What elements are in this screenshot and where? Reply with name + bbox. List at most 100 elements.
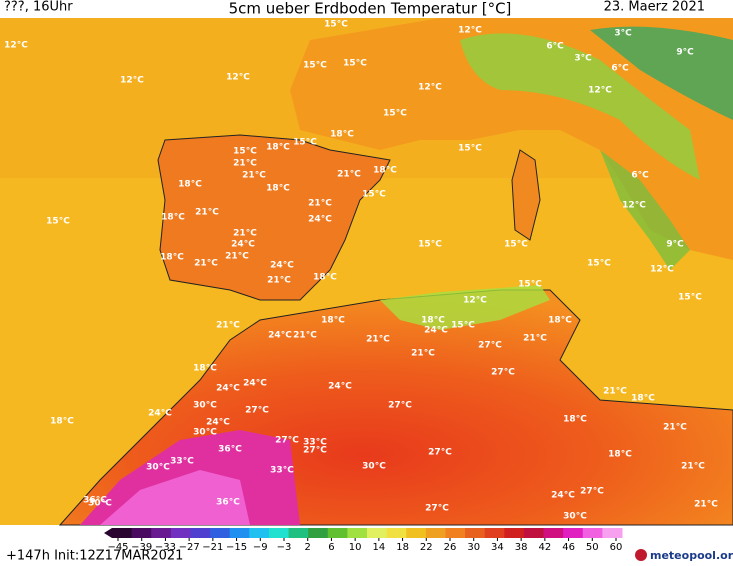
temp-label: 21°C (694, 500, 718, 510)
temp-label: 21°C (337, 170, 361, 180)
temp-label: 15°C (233, 147, 257, 157)
temp-label: 27°C (275, 436, 299, 446)
temp-label: 27°C (245, 406, 269, 416)
temp-label: 18°C (266, 143, 290, 153)
colorbar-segment (484, 528, 505, 538)
colorbar-segment (563, 528, 584, 538)
colorbar-segment (425, 528, 446, 538)
temp-label: 33°C (170, 457, 194, 467)
temp-label: 21°C (293, 331, 317, 341)
colorbar-segment (308, 528, 329, 538)
temp-label: 21°C (603, 387, 627, 397)
colorbar-tick-label: 26 (444, 542, 457, 553)
temp-label: 6°C (611, 64, 629, 74)
temp-label: 15°C (458, 144, 482, 154)
temp-label: 12°C (463, 296, 487, 306)
temp-label: 18°C (313, 273, 337, 283)
temp-label: 21°C (366, 335, 390, 345)
temp-label: 21°C (233, 229, 257, 239)
footer-brand[interactable]: meteopool.org (650, 549, 733, 562)
header-date: 23. Maerz 2021 (604, 0, 705, 15)
colorbar-segment (131, 528, 152, 538)
temp-label: 18°C (548, 316, 572, 326)
colorbar-segment (151, 528, 172, 538)
temp-label: 15°C (383, 109, 407, 119)
colorbar-tick-label: −3 (277, 542, 292, 553)
colorbar-segment (210, 528, 231, 538)
temp-label: 12°C (418, 83, 442, 93)
colorbar-tick-label: 50 (586, 542, 599, 553)
temp-label: 21°C (663, 423, 687, 433)
temp-label: 18°C (421, 316, 445, 326)
temp-label: 27°C (303, 446, 327, 456)
temp-label: 30°C (88, 499, 112, 509)
colorbar-segment (170, 528, 191, 538)
temp-label: 21°C (308, 199, 332, 209)
temp-label: 21°C (242, 171, 266, 181)
footer-run: +147h Init:12Z17MAR2021 (6, 549, 183, 564)
hot-zone2 (100, 470, 250, 525)
temp-label: 3°C (614, 29, 632, 39)
temp-label: 18°C (608, 450, 632, 460)
temp-label: 24°C (231, 240, 255, 250)
colorbar-tick-label: −15 (226, 542, 247, 553)
colorbar-tick-label: 46 (562, 542, 575, 553)
temp-label: 18°C (266, 184, 290, 194)
colorbar-segment (504, 528, 525, 538)
corsica-sardinia (511, 149, 541, 241)
temp-label: 12°C (458, 26, 482, 36)
colorbar-segment (190, 528, 211, 538)
colorbar-tick-label: 38 (515, 542, 528, 553)
colorbar-segment (347, 528, 368, 538)
temp-label: 21°C (194, 259, 218, 269)
colorbar-segment (445, 528, 466, 538)
colorbar-arrow (104, 528, 112, 538)
colorbar-tick-label: 18 (396, 542, 409, 553)
colorbar-tick-label: 2 (305, 542, 311, 553)
temp-label: 24°C (424, 326, 448, 336)
temp-label: 9°C (666, 240, 684, 250)
temp-label: 21°C (233, 159, 257, 169)
colorbar-tick-label: −33 (155, 542, 176, 553)
colorbar-tick-label: −27 (179, 542, 200, 553)
temp-label: 24°C (148, 409, 172, 419)
temp-label: 15°C (293, 138, 317, 148)
italy (600, 150, 690, 270)
colorbar-segment (268, 528, 290, 538)
temp-label: 27°C (478, 341, 502, 351)
temp-label: 36°C (216, 498, 240, 508)
atlas-cool (380, 285, 550, 330)
colorbar-segment (367, 528, 388, 538)
temp-label: 24°C (328, 382, 352, 392)
temp-label: 30°C (193, 428, 217, 438)
temp-label: 24°C (270, 261, 294, 271)
temp-label: 15°C (504, 240, 528, 250)
temp-label: 21°C (195, 208, 219, 218)
brand-logo (635, 549, 647, 561)
temp-label: 36°C (218, 445, 242, 455)
colorbar-segment (386, 528, 407, 538)
colorbar-tick-label: 60 (610, 542, 623, 553)
temp-label: 24°C (308, 215, 332, 225)
temp-label: 12°C (4, 41, 28, 51)
temp-label: 18°C (160, 253, 184, 263)
temp-label: 21°C (681, 462, 705, 472)
temp-label: 18°C (178, 180, 202, 190)
temp-label: 30°C (193, 401, 217, 411)
temp-label: 27°C (388, 401, 412, 411)
colorbar-segment (543, 528, 564, 538)
colorbar-segment (229, 528, 250, 538)
colorbar-segment (406, 528, 427, 538)
temp-label: 12°C (622, 201, 646, 211)
temp-label: 33°C (270, 466, 294, 476)
temp-label: 27°C (491, 368, 515, 378)
temp-label: 33°C (303, 438, 327, 448)
temp-label: 15°C (343, 59, 367, 69)
temp-label: 12°C (588, 86, 612, 96)
colorbar-tick-label: −9 (253, 542, 268, 553)
temp-label: 21°C (411, 349, 435, 359)
header-left: ???, 16Uhr (4, 0, 73, 15)
temp-label: 30°C (146, 463, 170, 473)
temp-label: 18°C (373, 166, 397, 176)
temp-label: 15°C (303, 61, 327, 71)
